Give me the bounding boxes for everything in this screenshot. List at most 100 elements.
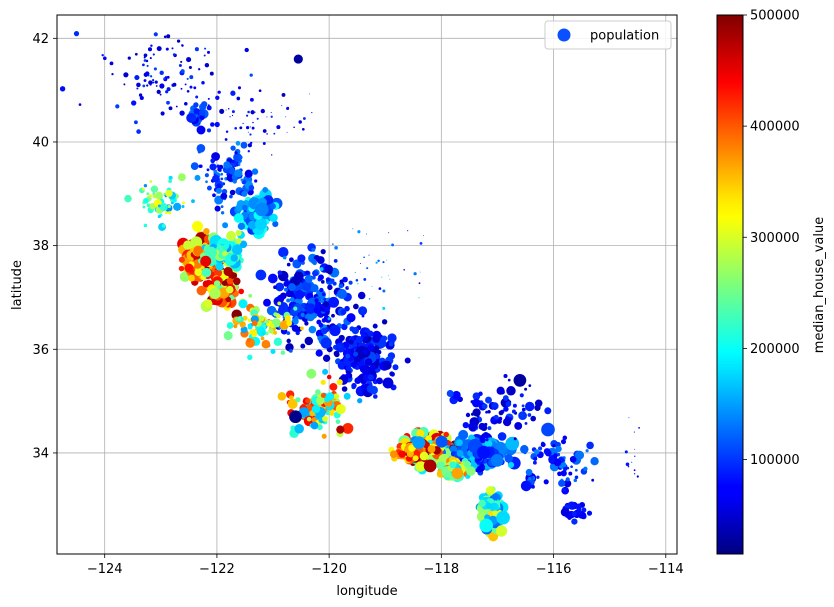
data-point [225,109,227,111]
data-point [320,307,325,312]
data-point [160,111,165,116]
data-point [507,461,515,469]
data-point [358,306,368,316]
data-point [326,374,332,380]
data-point [251,126,255,130]
data-point [485,438,489,442]
data-point [311,417,317,423]
data-point [152,79,155,82]
data-point [294,289,305,300]
data-point [329,324,341,337]
data-point [166,75,170,79]
data-point [225,285,234,294]
data-point [544,407,552,415]
data-point [290,425,296,431]
data-point [186,77,189,80]
data-point [419,271,421,273]
plot-area: −124 −122 −120 −118 −116 −114 34 36 38 40 42 long… [10,14,684,599]
x-tick-label: −114 [648,562,684,577]
legend-box [544,20,672,50]
data-point [115,104,120,109]
data-point [148,194,152,198]
x-tick-label: −124 [87,562,123,577]
data-point [240,326,248,334]
colorbar-tick-label: 500000 [750,9,800,24]
data-point [310,421,319,430]
data-point [234,162,239,167]
data-point [189,75,194,80]
data-point [371,286,373,287]
data-point [184,263,194,273]
data-point [220,192,228,200]
data-point [521,404,525,408]
data-point [165,206,168,210]
data-point [146,84,149,87]
data-point [176,39,181,43]
data-point [163,35,167,39]
data-point [281,105,283,107]
colorbar-label: median_house_value [812,217,827,353]
data-point [462,421,469,429]
data-point [403,447,410,453]
data-point [181,44,184,47]
y-axis-ticks: 34 36 38 40 42 [32,32,57,461]
data-point [281,92,286,97]
data-point [347,286,350,289]
data-point [427,445,436,454]
data-point [230,254,238,262]
data-point [269,203,276,210]
data-point [583,466,588,471]
data-point [497,432,507,441]
data-point [318,322,324,328]
data-point [239,126,243,130]
data-point [213,268,223,277]
data-point [333,259,338,263]
data-point [206,105,212,111]
data-point [633,431,635,433]
data-point [239,321,246,328]
data-point [310,284,319,293]
data-point [478,499,486,507]
data-point [540,442,546,448]
data-point [513,374,527,387]
data-point [276,313,281,319]
data-point [293,126,295,129]
data-point [543,448,551,455]
colorbar: 100000 200000 300000 400000 500000 median_ho… [716,9,827,555]
data-point [312,270,319,277]
data-point [289,410,302,424]
y-tick-label: 34 [32,446,49,461]
data-point [156,46,162,52]
data-point [353,303,359,310]
data-point [149,57,152,60]
legend-marker [557,28,571,42]
data-point [304,275,313,284]
data-point [487,426,492,431]
data-point [478,391,483,397]
data-point [343,342,350,348]
data-point [142,84,146,88]
data-point [247,318,252,323]
data-point [193,108,200,115]
data-point [273,337,283,346]
data-point [284,287,288,292]
data-point [496,418,502,424]
data-point [418,282,421,285]
data-point [452,390,461,400]
data-point [297,254,306,263]
data-point [146,192,150,196]
data-point [321,292,326,297]
data-point [123,83,126,86]
data-point [165,47,169,51]
data-point [235,140,241,146]
data-point [212,193,216,198]
data-point [485,410,488,414]
data-point [267,273,278,284]
data-point [152,81,155,84]
data-point [372,323,378,329]
data-point [575,503,582,510]
data-point [634,448,636,450]
data-point [216,183,222,189]
data-point [322,415,329,422]
data-point [525,468,533,476]
